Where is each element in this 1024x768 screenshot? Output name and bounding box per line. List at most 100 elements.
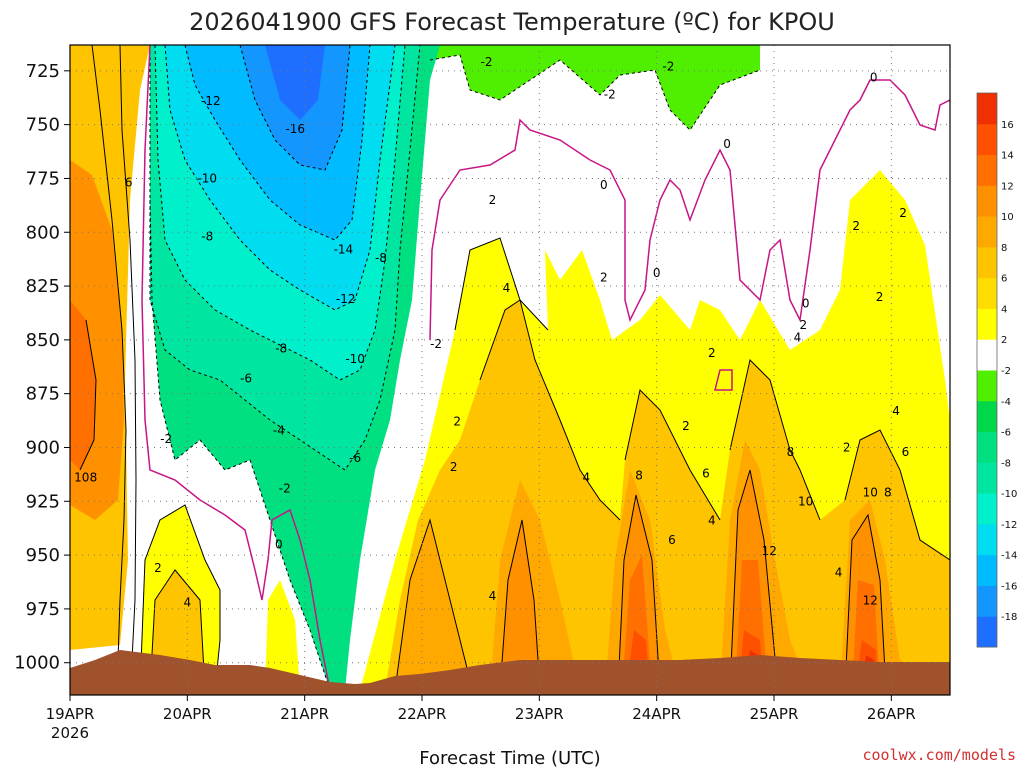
zero-isotherm: [429, 79, 950, 341]
contour-label: 4: [794, 331, 802, 345]
plot-area: -12 -16 -10 -14 -8 -8 -12 -8 -10 -6 -4 -6 -2 -2 -2 -2 -2…: [70, 45, 950, 695]
cold-contour-line: [149, 45, 421, 471]
y-tick-label: 950: [26, 545, 60, 566]
contour-label: 2: [154, 561, 162, 575]
colorbar-tick-label: 10: [1001, 212, 1014, 223]
x-year-label: 2026: [51, 724, 89, 742]
cold-fill-16: [265, 45, 325, 120]
contour-label: 6: [125, 176, 133, 190]
contour-label: 12: [762, 544, 777, 558]
contour-label: 2: [682, 419, 690, 433]
contour-label: -10: [197, 171, 217, 185]
contour-line: [844, 429, 950, 561]
contour-label: 12: [863, 593, 878, 607]
colorbar-swatch: [977, 216, 997, 248]
x-tick-label: 21APR: [280, 705, 329, 723]
contour-label: 4: [835, 565, 843, 579]
y-tick-label: 800: [26, 222, 60, 243]
lower-warm-fill-12: [622, 555, 880, 690]
contour-label: 4: [184, 595, 192, 609]
contour-label: 10: [863, 486, 878, 500]
cold-contour-line: [149, 199, 331, 691]
y-tick-label: 825: [26, 276, 60, 297]
contour-label: 0: [723, 137, 731, 151]
colorbar-swatch: [977, 123, 997, 156]
contour-line: [844, 513, 887, 691]
contour-label: -8: [201, 230, 213, 244]
contour-label: 6: [902, 445, 910, 459]
contour-line: [624, 388, 721, 521]
green-upper-fill: [430, 45, 760, 130]
colorbar-tick-label: -4: [1001, 397, 1011, 408]
contour-label: 2: [876, 290, 884, 304]
contour-line: [149, 569, 206, 691]
y-tick-label: 775: [26, 168, 60, 189]
contour-label: 8: [90, 471, 98, 485]
colorbar-frame: [976, 92, 998, 648]
contour-label: 2: [450, 460, 458, 474]
contour-line: [119, 45, 137, 661]
colorbar-tick-label: 4: [1001, 304, 1007, 315]
colorbar-swatch: [977, 585, 997, 617]
x-tick-label: 23APR: [515, 705, 564, 723]
colorbar-swatch: [977, 370, 997, 402]
colorbar-tick-label: 12: [1001, 181, 1014, 192]
contour-label: -6: [240, 372, 252, 386]
y-tick-label: 750: [26, 115, 60, 136]
y-axis: 725 750 775 800 825 850 875 900 925 950 975 1000: [14, 61, 70, 674]
cold-contour-line: [154, 45, 406, 381]
contour-label: -2: [481, 55, 493, 69]
colorbar-tick-label: -16: [1001, 581, 1017, 592]
contour-label: -8: [375, 251, 387, 265]
contour-line: [479, 299, 621, 521]
y-tick-label: 1000: [14, 653, 60, 674]
contour-label: 0: [275, 537, 283, 551]
contour-label: 2: [453, 415, 461, 429]
colorbar-swatch: [977, 185, 997, 217]
colorbar-swatch: [977, 308, 997, 340]
contour-label: -10: [345, 352, 365, 366]
cold-contour-line: [239, 45, 351, 171]
contour-label: -2: [279, 481, 291, 495]
colorbar-swatch: [977, 400, 997, 433]
colorbar-swatch: [977, 554, 997, 586]
colorbar-swatch: [977, 523, 997, 556]
contour-line: [454, 237, 549, 331]
yellow-mid-fill: [265, 580, 300, 690]
y-tick-label: 875: [26, 384, 60, 405]
x-axis-label: Forecast Time (UTC): [419, 748, 600, 768]
colorbar-swatch: [977, 277, 997, 309]
colorbar-tick-label: 2: [1001, 335, 1007, 346]
y-tick-label: 900: [26, 437, 60, 458]
contour-label: 4: [503, 281, 511, 295]
contour-label: -14: [334, 242, 354, 256]
colorbar-swatch: [977, 462, 997, 494]
contour-label: 2: [843, 440, 851, 454]
x-tick-label: 20APR: [163, 705, 212, 723]
contour-label: 0: [600, 178, 608, 192]
colorbar-tick-label: 8: [1001, 243, 1007, 254]
colorbar-swatch: [977, 154, 997, 186]
colorbar-tick-label: -6: [1001, 428, 1011, 439]
contour-label: 8: [635, 468, 643, 482]
chart-title: 2026041900 GFS Forecast Temperature (ºC)…: [189, 8, 835, 36]
x-axis: 19APR 20APR 21APR 22APR 23APR 24APR 25APR 26APR: [46, 695, 916, 723]
contour-line: [617, 494, 661, 691]
colorbar-tick-label: -12: [1001, 520, 1017, 531]
contour-label: -4: [273, 423, 285, 437]
contour-line: [499, 519, 541, 691]
contour-label: 4: [582, 471, 590, 485]
contour-label: 8: [884, 486, 892, 500]
contour-label: 2: [708, 346, 716, 360]
contour-line: [139, 504, 221, 691]
contour-line: [394, 518, 471, 691]
y-tick-label: 850: [26, 330, 60, 351]
colorbar-tick-label: -18: [1001, 612, 1017, 623]
contour-label: -12: [336, 292, 356, 306]
colorbar-swatch: [977, 616, 997, 648]
contour-label: -8: [275, 341, 287, 355]
zero-isotherm: [141, 45, 331, 691]
cold-contour-line: [164, 45, 396, 311]
plot-frame: [69, 44, 951, 696]
